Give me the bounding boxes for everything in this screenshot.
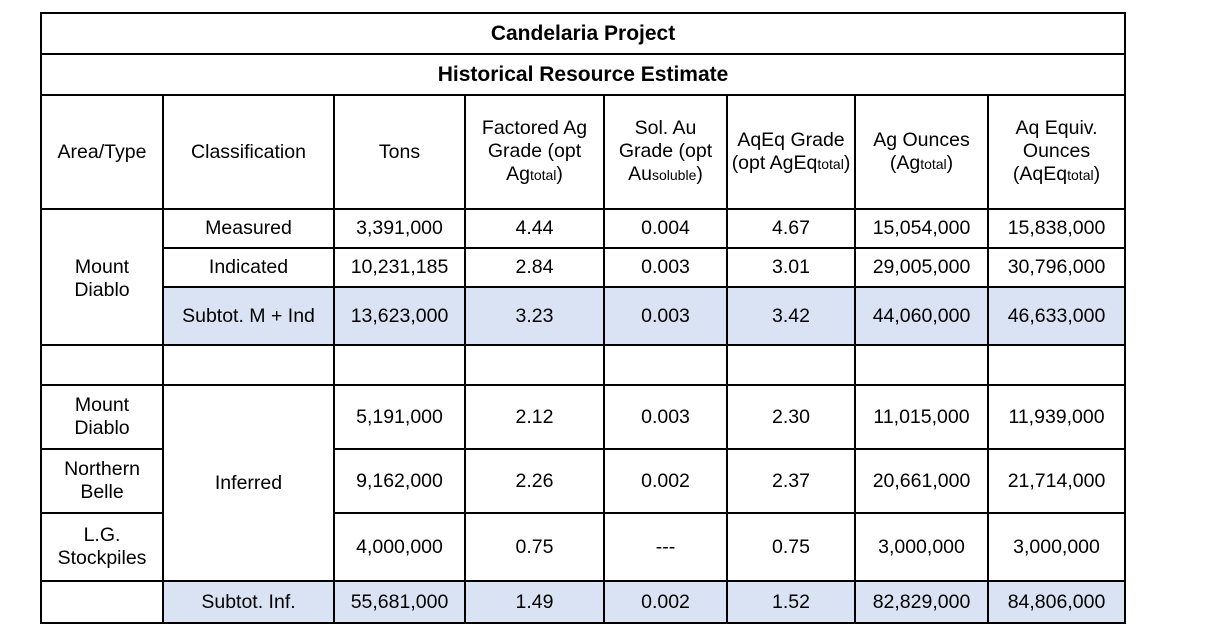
aq-equiv-cell: 15,838,000 — [986, 208, 1127, 249]
aqeq-cell: 2.30 — [726, 384, 856, 450]
tons-cell: 3,391,000 — [333, 208, 466, 249]
sol-au-cell: 0.003 — [603, 286, 728, 346]
classification-cell: Subtot. M + Ind — [162, 286, 335, 346]
subtotal-row: Subtot. M + Ind 13,623,000 3.23 0.003 3.… — [41, 286, 1127, 346]
aqeq-cell: 3.42 — [726, 286, 856, 346]
sol-au-cell: 0.002 — [603, 580, 728, 624]
header-aq-equiv-ounces: Aq Equiv. Ounces (AqEqtotal) — [986, 94, 1127, 210]
aq-equiv-cell: 21,714,000 — [986, 448, 1127, 514]
area-cell: Mount Diablo — [40, 384, 164, 450]
blank-cell — [464, 344, 605, 386]
header-text-end: ) — [556, 163, 563, 185]
header-sol-au-grade: Sol. Au Grade (opt Ausoluble) — [603, 94, 728, 210]
classification-cell: Inferred — [162, 384, 335, 582]
blank-cell — [603, 344, 728, 386]
table-subtitle: Historical Resource Estimate — [39, 53, 1127, 96]
table-title: Candelaria Project — [39, 12, 1127, 55]
area-cell: Northern Belle — [40, 448, 164, 514]
table-row: L.G. Stockpiles 4,000,000 0.75 --- 0.75 … — [40, 512, 1127, 582]
blank-cell — [40, 344, 164, 386]
header-tons: Tons — [333, 94, 466, 210]
header-subscript: soluble — [651, 167, 697, 183]
header-text: AqEq Grade (opt AgEq — [731, 128, 845, 174]
sol-au-cell: 0.004 — [603, 208, 728, 249]
sol-au-cell: 0.003 — [603, 384, 728, 450]
sol-au-cell: 0.003 — [603, 247, 728, 288]
ag-oz-cell: 44,060,000 — [854, 286, 989, 346]
header-text-end: ) — [1093, 163, 1101, 185]
table-row: Northern Belle 9,162,000 2.26 0.002 2.37… — [40, 448, 1127, 514]
aq-equiv-cell: 30,796,000 — [986, 247, 1127, 288]
header-text-end: ) — [946, 151, 954, 174]
aqeq-cell: 4.67 — [726, 208, 856, 249]
header-subscript: total — [1067, 167, 1094, 183]
factored-cell: 2.12 — [464, 384, 605, 450]
resource-table: Candelaria Project Historical Resource E… — [39, 12, 1127, 624]
tons-cell: 9,162,000 — [333, 448, 466, 514]
aq-equiv-cell: 3,000,000 — [986, 512, 1127, 582]
blank-cell — [854, 344, 989, 386]
area-cell: Mount Diablo — [40, 208, 164, 346]
aq-equiv-cell: 84,806,000 — [986, 580, 1127, 624]
ag-oz-cell: 11,015,000 — [854, 384, 989, 450]
table-row: Mount Diablo Measured 3,391,000 4.44 0.0… — [40, 208, 1127, 346]
factored-cell: 0.75 — [464, 512, 605, 582]
header-row: Area/Type Classification Tons Factored A… — [40, 94, 1127, 210]
factored-cell: 4.44 — [464, 208, 605, 249]
header-text: Aq Equiv. Ounces (AqEq — [1012, 117, 1098, 185]
header-text-end: ) — [843, 151, 851, 174]
header-subscript: total — [920, 155, 947, 172]
aqeq-cell: 0.75 — [726, 512, 856, 582]
blank-cell — [162, 344, 335, 386]
header-factored-ag-grade: Factored Ag Grade (opt Agtotal) — [464, 94, 605, 210]
aqeq-cell: 1.52 — [726, 580, 856, 624]
factored-cell: 1.49 — [464, 580, 605, 624]
tons-cell: 10,231,185 — [333, 247, 466, 288]
header-aqeq-grade: AqEq Grade (opt AgEqtotal) — [726, 94, 856, 210]
tons-cell: 13,623,000 — [333, 286, 466, 346]
ag-oz-cell: 29,005,000 — [854, 247, 989, 288]
header-ag-ounces: Ag Ounces (Agtotal) — [854, 94, 989, 210]
blank-row — [40, 344, 1127, 386]
tons-cell: 5,191,000 — [333, 384, 466, 450]
aqeq-cell: 3.01 — [726, 247, 856, 288]
blank-cell — [986, 344, 1127, 386]
ag-oz-cell: 20,661,000 — [854, 448, 989, 514]
table-row: Indicated 10,231,185 2.84 0.003 3.01 29,… — [41, 247, 1127, 288]
blank-cell — [40, 580, 164, 624]
aq-equiv-cell: 11,939,000 — [986, 384, 1127, 450]
ag-oz-cell: 82,829,000 — [854, 580, 989, 624]
ag-oz-cell: 15,054,000 — [854, 208, 989, 249]
header-text-end: ) — [696, 163, 703, 185]
aqeq-cell: 2.37 — [726, 448, 856, 514]
sol-au-cell: 0.002 — [603, 448, 728, 514]
tons-cell: 4,000,000 — [333, 512, 466, 582]
table-row: Mount Diablo Inferred 5,191,000 2.12 0.0… — [40, 384, 1127, 582]
header-text: Sol. Au Grade (opt Au — [618, 117, 713, 185]
area-cell: L.G. Stockpiles — [40, 512, 164, 582]
sol-au-cell: --- — [603, 512, 728, 582]
factored-cell: 2.84 — [464, 247, 605, 288]
classification-cell: Indicated — [162, 247, 335, 288]
header-subscript: total — [529, 167, 557, 183]
ag-oz-cell: 3,000,000 — [854, 512, 989, 582]
subtotal-row: Subtot. Inf. 55,681,000 1.49 0.002 1.52 … — [40, 580, 1127, 624]
header-subscript: total — [817, 155, 844, 172]
aq-equiv-cell: 46,633,000 — [986, 286, 1127, 346]
tons-cell: 55,681,000 — [333, 580, 466, 624]
factored-cell: 2.26 — [464, 448, 605, 514]
blank-cell — [726, 344, 856, 386]
header-classification: Classification — [162, 94, 335, 210]
factored-cell: 3.23 — [464, 286, 605, 346]
header-text: Ag Ounces (Ag — [873, 128, 970, 174]
header-area-type: Area/Type — [40, 94, 164, 210]
classification-cell: Measured — [162, 208, 335, 249]
classification-cell: Subtot. Inf. — [162, 580, 335, 624]
header-text: Factored Ag Grade (opt Ag — [481, 117, 588, 185]
blank-cell — [333, 344, 466, 386]
